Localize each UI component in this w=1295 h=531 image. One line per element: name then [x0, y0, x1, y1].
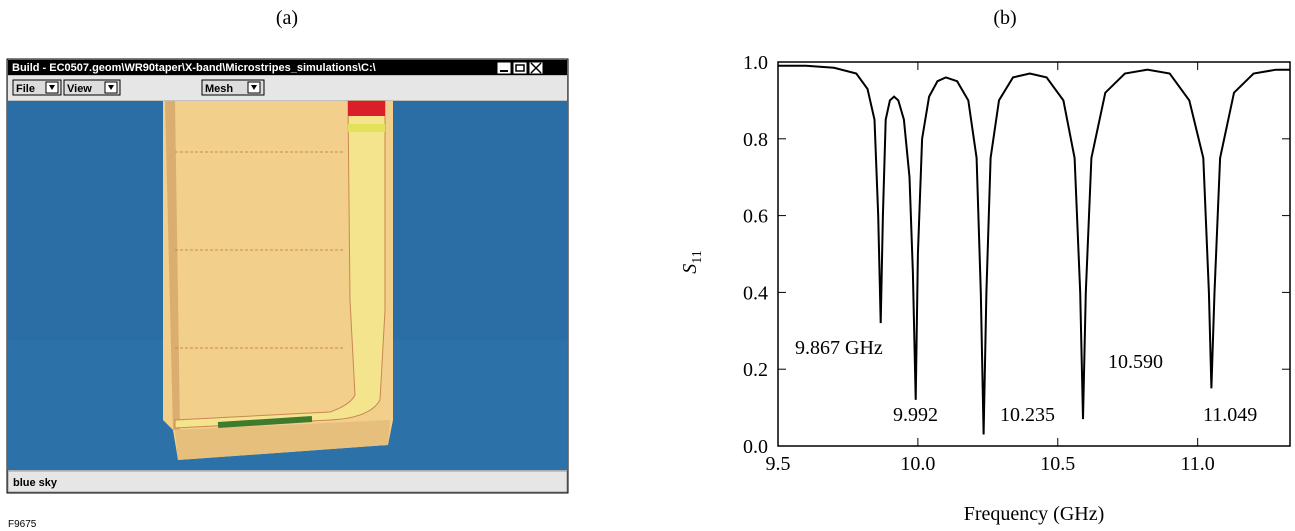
figure-id: F9675	[8, 519, 37, 530]
menu-file[interactable]: File	[13, 80, 61, 95]
annotation: 10.590	[1108, 351, 1163, 373]
x-tick-label: 11.0	[1181, 453, 1215, 475]
menu-mesh[interactable]: Mesh	[202, 80, 264, 95]
x-tick-label: 10.5	[1040, 453, 1075, 475]
x-tick-label: 9.5	[766, 453, 791, 475]
y-tick-label: 0.4	[743, 282, 768, 304]
annotation: 10.235	[1000, 404, 1055, 426]
y-tick-label: 1.0	[743, 52, 768, 74]
panel-label: (a)	[276, 7, 298, 29]
status-text: blue sky	[13, 477, 58, 489]
status-bar	[8, 471, 567, 492]
menu-label: View	[67, 83, 92, 95]
geometry-model	[163, 101, 393, 460]
y-tick-label: 0.0	[743, 436, 768, 458]
page: (a) (b) F9675 Build - EC0507.geom\WR90ta…	[0, 0, 1295, 531]
y-tick-label: 0.8	[743, 129, 768, 151]
annotation: 9.992	[893, 404, 938, 426]
menu-label: File	[16, 83, 35, 95]
y-tick-label: 0.6	[743, 206, 768, 228]
y-axis-label-main: S	[679, 264, 701, 274]
window-title: Build - EC0507.geom\WR90taper\X-band\Mic…	[12, 62, 376, 74]
annotation: 9.867 GHz	[795, 337, 883, 359]
panel-label: (b)	[993, 7, 1016, 29]
maximize-button[interactable]	[513, 62, 527, 74]
y-axis-label: S11	[679, 250, 705, 273]
annotation: 11.049	[1203, 404, 1257, 426]
y-axis-label-sub: 11	[690, 250, 705, 263]
x-axis-label: Frequency (GHz)	[964, 503, 1105, 525]
line-series	[778, 66, 1290, 435]
minimize-button[interactable]	[497, 62, 511, 74]
menu-view[interactable]: View	[64, 80, 120, 95]
app-window: Build - EC0507.geom\WR90taper\X-band\Mic…	[7, 59, 568, 493]
menu-label: Mesh	[205, 83, 233, 95]
plot-frame	[778, 62, 1290, 446]
x-tick-label: 10.0	[900, 453, 935, 475]
figure: (a) (b) F9675 Build - EC0507.geom\WR90ta…	[0, 0, 1295, 531]
y-tick-label: 0.2	[743, 359, 768, 381]
